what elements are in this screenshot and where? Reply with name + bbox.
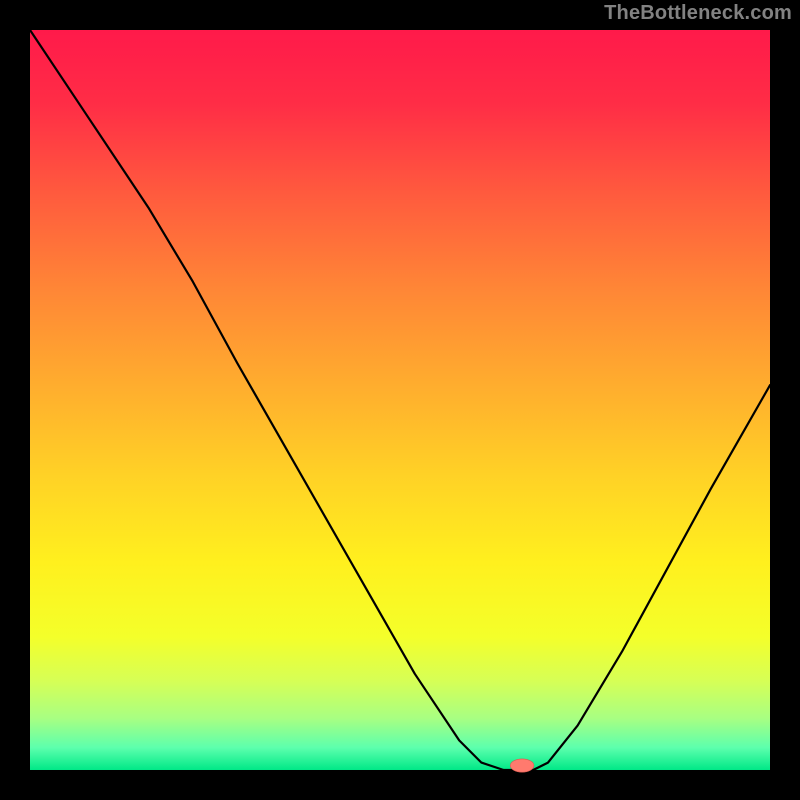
chart-container: TheBottleneck.com	[0, 0, 800, 800]
watermark-text: TheBottleneck.com	[604, 2, 792, 25]
plot-background	[30, 30, 770, 770]
optimal-point-marker	[510, 759, 534, 772]
bottleneck-chart	[0, 0, 800, 800]
